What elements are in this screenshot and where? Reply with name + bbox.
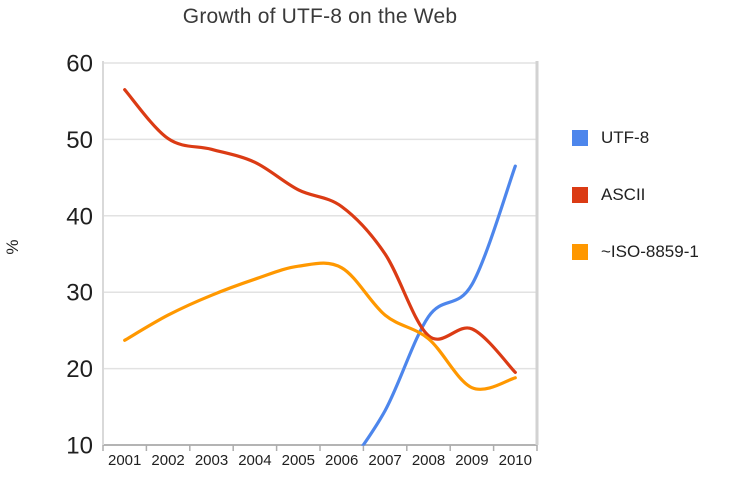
x-tick-label-2009: 2009 (455, 452, 488, 469)
y-tick-label-10: 10 (66, 433, 93, 460)
x-tick-label-2010: 2010 (499, 452, 532, 469)
x-tick-label-2007: 2007 (368, 452, 401, 469)
x-tick-label-2001: 2001 (108, 452, 141, 469)
y-tick-label-50: 50 (66, 127, 93, 154)
x-tick-label-2005: 2005 (282, 452, 315, 469)
series-line-utf-8 (361, 164, 517, 446)
y-tick-label-60: 60 (66, 51, 93, 78)
series-line-ascii (123, 88, 517, 374)
y-tick-label-40: 40 (66, 203, 93, 230)
x-tick-label-2004: 2004 (238, 452, 271, 469)
x-tick-label-2002: 2002 (151, 452, 184, 469)
y-tick-label-20: 20 (66, 356, 93, 383)
x-tick-label-2006: 2006 (325, 452, 358, 469)
series-line--iso-8859-1 (123, 261, 517, 391)
x-tick-label-2008: 2008 (412, 452, 445, 469)
x-tick-label-2003: 2003 (195, 452, 228, 469)
y-tick-label-30: 30 (66, 280, 93, 307)
chart-title: Growth of UTF-8 on the Web (182, 5, 458, 28)
